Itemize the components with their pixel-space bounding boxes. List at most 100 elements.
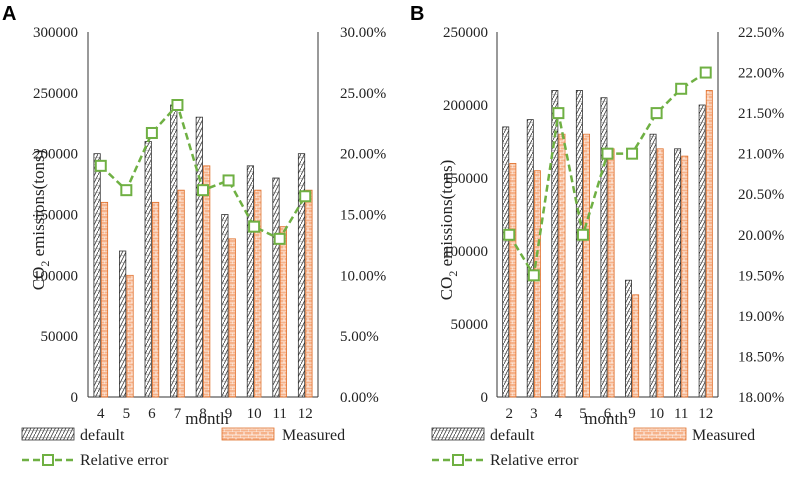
bar-default — [297, 153, 306, 398]
y2-tick-label: 21.50% — [738, 106, 784, 122]
point-relative-error — [527, 269, 540, 282]
point-relative-error — [699, 66, 712, 79]
bar-measured — [509, 162, 517, 398]
bar-measured — [203, 165, 211, 398]
y2-tick-label: 30.00% — [340, 25, 386, 41]
x-tick-label: 10 — [649, 406, 664, 422]
bar-default — [575, 90, 583, 398]
legend-label-measured: Measured — [282, 427, 345, 444]
y2-tick-label: 20.00% — [340, 147, 386, 163]
bar-measured — [558, 133, 566, 398]
y-tick-label: 50000 — [451, 317, 489, 333]
y2-tick-label: 25.00% — [340, 86, 386, 102]
bar-default — [502, 126, 510, 398]
x-tick-label: 11 — [272, 406, 286, 422]
panel-b-y-axis-label: CO2 emissions(tons) — [437, 160, 460, 301]
bar-default — [649, 133, 657, 398]
x-tick-label: 5 — [123, 406, 131, 422]
panel-a-legend: default Measured Relative error — [21, 427, 345, 469]
bar-measured — [705, 90, 713, 398]
bar-default — [170, 104, 178, 398]
bar-default — [600, 97, 608, 398]
y-tick-label: 200000 — [443, 98, 488, 114]
bar-measured — [656, 148, 664, 398]
point-relative-error — [248, 220, 261, 233]
y-tick-label: 300000 — [33, 25, 78, 41]
point-relative-error — [299, 190, 312, 203]
x-tick-label: 10 — [247, 406, 262, 422]
panel-b-letter: B — [410, 3, 424, 25]
bar-default — [246, 165, 255, 398]
bar-default — [526, 119, 534, 398]
panel-a-y-axis-label: CO2 emissions(tons) — [29, 150, 52, 291]
bar-default — [551, 90, 559, 398]
point-relative-error — [273, 232, 286, 245]
y2-tick-label: 15.00% — [340, 208, 386, 224]
y-tick-label: 100000 — [443, 244, 488, 260]
y2-tick-label: 5.00% — [340, 329, 379, 345]
x-tick-label: 8 — [199, 406, 207, 422]
x-tick-label: 4 — [555, 406, 563, 422]
bar-default — [93, 153, 101, 398]
y-tick-label: 200000 — [33, 147, 78, 163]
x-tick-label: 6 — [604, 406, 612, 422]
point-relative-error — [650, 107, 663, 120]
x-tick-label: 9 — [225, 406, 233, 422]
bar-measured — [151, 201, 160, 398]
point-relative-error — [626, 147, 639, 160]
y2-tick-label: 0.00% — [340, 390, 379, 406]
y-tick-label: 100000 — [33, 268, 78, 284]
x-tick-label: 7 — [174, 406, 182, 422]
y2-tick-label: 10.00% — [340, 268, 386, 284]
point-relative-error — [601, 147, 614, 160]
bar-measured — [632, 294, 640, 398]
point-relative-error — [503, 228, 516, 241]
x-tick-label: 12 — [698, 406, 713, 422]
point-relative-error — [145, 126, 158, 139]
panel-a: A 0 50000 100000 150000 200000 250000 300000 0.… — [2, 3, 386, 469]
bar-measured — [533, 170, 541, 398]
bar-measured — [583, 133, 590, 398]
y2-tick-label: 21.00% — [738, 147, 784, 163]
x-tick-label: 12 — [298, 406, 313, 422]
legend-label-relative-error: Relative error — [80, 452, 169, 469]
legend-swatch-measured — [221, 427, 275, 441]
bar-default — [698, 104, 706, 398]
y-tick-label: 50000 — [41, 329, 79, 345]
x-tick-label: 5 — [579, 406, 587, 422]
bar-measured — [228, 238, 236, 398]
bar-default — [119, 250, 127, 398]
y2-tick-label: 19.50% — [738, 268, 784, 284]
panel-b-x-axis-label: month — [584, 409, 628, 428]
x-tick-label: 6 — [148, 406, 156, 422]
bar-default — [221, 214, 229, 398]
x-tick-label: 2 — [506, 406, 514, 422]
x-tick-label: 4 — [97, 406, 105, 422]
bar-default — [674, 148, 682, 398]
point-relative-error — [171, 99, 184, 111]
panel-a-letter: A — [2, 3, 16, 25]
point-relative-error — [552, 107, 565, 120]
point-relative-error — [120, 184, 133, 197]
bar-default — [272, 177, 280, 398]
y-tick-label: 0 — [481, 390, 489, 406]
bar-measured — [305, 189, 313, 398]
legend-label-relative-error: Relative error — [490, 452, 579, 469]
bar-measured — [100, 201, 109, 398]
bar-measured — [177, 189, 185, 398]
point-relative-error — [576, 228, 589, 241]
point-relative-error — [675, 82, 688, 95]
panel-b-legend: default Measured Relative error — [431, 427, 755, 469]
point-relative-error — [222, 174, 235, 187]
point-relative-error — [197, 184, 209, 197]
x-tick-label: 3 — [530, 406, 538, 422]
y2-tick-label: 18.00% — [738, 390, 784, 406]
bar-default — [195, 116, 203, 398]
legend-swatch-measured — [633, 427, 687, 441]
panel-a-x-axis-label: month — [185, 409, 229, 428]
legend-swatch-default — [431, 427, 485, 441]
bar-default — [144, 141, 152, 398]
y2-tick-label: 20.00% — [738, 228, 784, 244]
panel-b-plot-area: 0 50000 100000 150000 200000 250000 18.00% 18.5… — [443, 25, 784, 422]
